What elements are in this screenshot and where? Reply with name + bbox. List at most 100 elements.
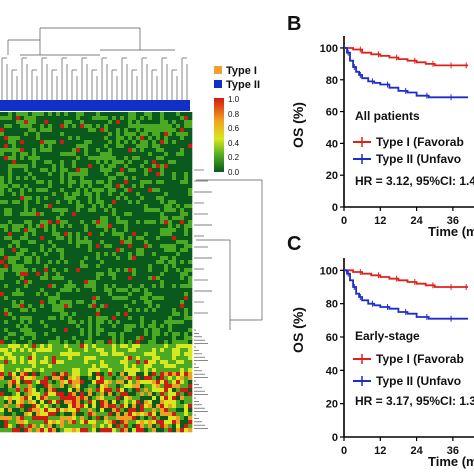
heatmap-cell (104, 112, 109, 117)
heatmap-cell (144, 172, 149, 177)
heatmap-cell (72, 232, 77, 237)
heatmap-cell (16, 224, 21, 229)
heatmap-cell (164, 252, 169, 257)
heatmap-cell (40, 148, 45, 153)
heatmap-cell (76, 340, 81, 345)
heatmap-cell (148, 188, 153, 193)
heatmap-cell (80, 200, 85, 205)
heatmap-cell (20, 216, 25, 221)
heatmap-cell (36, 356, 41, 361)
heatmap-cell (108, 116, 113, 121)
heatmap-cell (28, 252, 33, 257)
heatmap-cell (96, 188, 101, 193)
heatmap-cell (68, 360, 73, 365)
heatmap-cell (88, 112, 93, 117)
heatmap-cell (132, 328, 137, 333)
heatmap-cell (124, 376, 129, 381)
heatmap-cell (88, 312, 93, 317)
heatmap-cell (96, 268, 101, 273)
heatmap-cell (156, 164, 161, 169)
heatmap-cell (40, 236, 45, 241)
heatmap-cell (96, 228, 101, 233)
heatmap-cell (80, 344, 85, 349)
heatmap-cell (116, 128, 121, 133)
heatmap-cell (176, 316, 181, 321)
heatmap-cell (128, 376, 133, 381)
heatmap-cell (108, 296, 113, 301)
heatmap-cell (108, 216, 113, 221)
heatmap-cell (184, 416, 189, 421)
heatmap-cell (40, 388, 45, 393)
heatmap-cell (136, 260, 141, 265)
heatmap-cell (172, 376, 177, 381)
heatmap-cell (16, 304, 21, 309)
heatmap-cell (28, 336, 33, 341)
heatmap-cell (108, 396, 113, 401)
heatmap-cell (152, 288, 157, 293)
heatmap-cell (100, 176, 105, 181)
heatmap-cell (12, 308, 17, 313)
heatmap-cell (20, 320, 25, 325)
heatmap-cell (88, 356, 93, 361)
heatmap-cell (120, 132, 125, 137)
heatmap-cell (92, 284, 97, 289)
heatmap-cell (108, 360, 113, 365)
heatmap-cell (148, 160, 153, 165)
heatmap-cell (144, 372, 149, 377)
heatmap-cell (148, 216, 153, 221)
heatmap-cell (100, 216, 105, 221)
heatmap-cell (80, 164, 85, 169)
heatmap-cell (60, 116, 65, 121)
heatmap-cell (144, 228, 149, 233)
heatmap-cell (120, 332, 125, 337)
heatmap-cell (176, 388, 181, 393)
heatmap-cell (80, 224, 85, 229)
heatmap-cell (92, 272, 97, 277)
heatmap-cell (140, 284, 145, 289)
heatmap-cell (44, 264, 49, 269)
heatmap-cell (24, 396, 29, 401)
heatmap-cell (92, 340, 97, 345)
heatmap-cell (188, 252, 193, 257)
heatmap-cell (104, 380, 109, 385)
heatmap-cell (188, 196, 193, 201)
heatmap-cell (104, 416, 109, 421)
heatmap-cell (80, 268, 85, 273)
heatmap-cell (148, 116, 153, 121)
heatmap-cell (184, 136, 189, 141)
heatmap-cell (112, 328, 117, 333)
heatmap-cell (108, 136, 113, 141)
heatmap-cell (60, 296, 65, 301)
heatmap-cell (144, 244, 149, 249)
heatmap-cell (156, 284, 161, 289)
heatmap-cell (76, 424, 81, 429)
heatmap-cell (112, 368, 117, 373)
heatmap-cell (108, 204, 113, 209)
heatmap-cell (168, 276, 173, 281)
heatmap-cell (80, 396, 85, 401)
heatmap-cell (136, 120, 141, 125)
heatmap-cell (116, 392, 121, 397)
heatmap-cell (112, 360, 117, 365)
heatmap-cell (184, 364, 189, 369)
heatmap-cell (56, 304, 61, 309)
heatmap-cell (116, 172, 121, 177)
heatmap-cell (96, 336, 101, 341)
heatmap-cell (60, 384, 65, 389)
heatmap-cell (4, 268, 9, 273)
heatmap-cell (132, 200, 137, 205)
heatmap-cell (100, 388, 105, 393)
heatmap-cell (104, 352, 109, 357)
heatmap-cell (180, 304, 185, 309)
heatmap-cell (76, 112, 81, 117)
heatmap-cell (176, 352, 181, 357)
heatmap-cell (120, 232, 125, 237)
heatmap-cell (4, 248, 9, 253)
heatmap-cell (124, 136, 129, 141)
heatmap-cell (116, 244, 121, 249)
heatmap-cell (180, 128, 185, 133)
heatmap-cell (136, 160, 141, 165)
heatmap-cell (40, 420, 45, 425)
heatmap-cell (136, 188, 141, 193)
heatmap-cell (8, 420, 13, 425)
